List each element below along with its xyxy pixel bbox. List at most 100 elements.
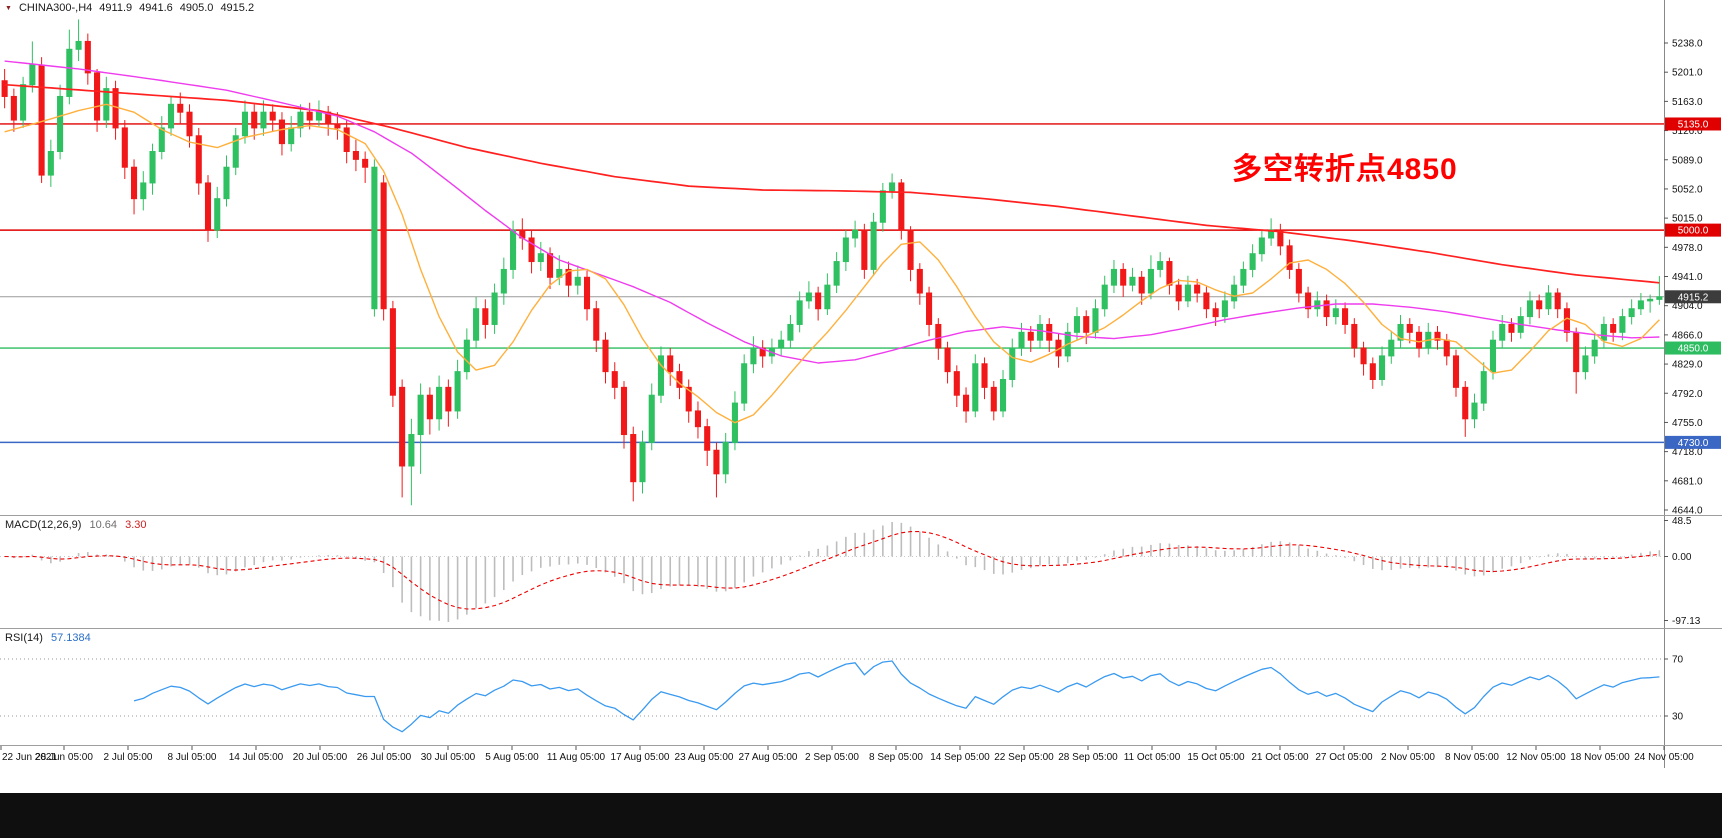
price-levels — [0, 123, 1664, 444]
candle-body — [158, 127, 165, 152]
macd-signal-value: 3.30 — [125, 519, 147, 531]
candle-body — [528, 237, 535, 263]
price-badge-label: 4915.2 — [1678, 292, 1709, 303]
macd-axis-label: 48.5 — [1672, 516, 1692, 527]
candle-body — [1212, 308, 1219, 318]
candle-body — [1305, 292, 1312, 310]
candle-body — [1415, 331, 1423, 349]
time-axis-label: 18 Nov 05:00 — [1570, 752, 1630, 763]
candle-body — [565, 268, 572, 286]
time-axis-label: 30 Jul 05:00 — [421, 752, 476, 763]
candle-body — [1221, 300, 1228, 318]
time-axis-label: 8 Nov 05:00 — [1445, 752, 1499, 763]
time-axis-label: 27 Aug 05:00 — [739, 752, 798, 763]
ma-mid-magenta — [4, 60, 1660, 364]
candle-body — [574, 276, 581, 286]
candle-body — [278, 119, 285, 145]
time-axis-label: 28 Sep 05:00 — [1058, 752, 1118, 763]
candle-body — [944, 347, 951, 373]
candle-body — [815, 292, 822, 310]
chart-canvas[interactable]: 5238.0 5201.0 5163.0 5126.0 5089.0 5052.0 5015… — [0, 0, 1722, 793]
candle-body — [1027, 331, 1034, 341]
time-axis-label: 15 Oct 05:00 — [1187, 752, 1245, 763]
candle-body — [1092, 308, 1099, 333]
candle-body — [297, 111, 304, 129]
time-axis-label: 20 Jul 05:00 — [293, 752, 348, 763]
candle-body — [1573, 331, 1580, 373]
candle-body — [177, 103, 184, 113]
candle-body — [963, 394, 970, 412]
candle-body — [10, 95, 17, 121]
candle-body — [399, 386, 406, 467]
ohlc-open: 4911.9 — [99, 2, 133, 14]
price-badge-label: 5000.0 — [1678, 226, 1709, 237]
candle-body — [778, 339, 785, 349]
macd-axis-label: 0.00 — [1672, 552, 1692, 563]
candle-body — [1342, 308, 1349, 325]
macd-panel[interactable]: 48.5 0.00 -97.13 — [0, 516, 1701, 627]
ohlc-close: 4915.2 — [220, 2, 255, 14]
candle-body — [602, 339, 609, 373]
price-axis-label: 4755.0 — [1672, 418, 1703, 429]
candle-body — [510, 229, 517, 270]
time-axis-label: 14 Jul 05:00 — [229, 752, 284, 763]
macd-signal-line — [4, 531, 1660, 610]
candle-body — [380, 182, 387, 310]
candle-body — [1147, 268, 1154, 294]
candle-body — [1563, 308, 1570, 333]
candle-body — [685, 386, 692, 412]
candle-body — [898, 182, 905, 231]
candle-body — [140, 182, 147, 200]
candle-body — [1258, 237, 1265, 255]
candle-body — [879, 190, 886, 223]
candle-body — [1018, 331, 1025, 349]
candle-body — [389, 308, 396, 396]
price-axis-label: 4941.0 — [1672, 272, 1703, 283]
chart-background[interactable] — [0, 0, 1722, 793]
price-axis-label: 4718.0 — [1672, 447, 1703, 458]
candle-body — [1203, 292, 1210, 310]
symbol-timeframe: CHINA300-,H4 — [18, 2, 93, 14]
rsi-line — [133, 660, 1660, 733]
macd-axis-label: -97.13 — [1672, 616, 1701, 627]
candle-body — [926, 292, 933, 325]
candle-body — [38, 64, 45, 176]
price-axis[interactable]: 5238.0 5201.0 5163.0 5126.0 5089.0 5052.0 5015… — [1664, 0, 1703, 768]
candle-body — [75, 40, 82, 50]
candle-body — [195, 135, 202, 184]
candle-body — [149, 150, 156, 184]
candle-body — [223, 166, 230, 200]
candle-body — [436, 386, 443, 420]
candle-body — [1175, 284, 1182, 302]
candle-body — [1489, 339, 1497, 373]
candle-body — [1462, 386, 1469, 420]
price-axis-label: 5089.0 — [1672, 155, 1703, 166]
time-axis-label: 2 Sep 05:00 — [805, 752, 859, 763]
candle-body — [445, 386, 452, 412]
price-badge — [1665, 290, 1721, 304]
candle-body — [1388, 339, 1395, 357]
candle-body — [1314, 300, 1321, 310]
candle-body — [1480, 371, 1487, 404]
candle-body — [583, 276, 591, 310]
candle-body — [47, 150, 54, 176]
candle-body — [630, 434, 637, 483]
chart-menu-icon[interactable]: ▼ — [5, 4, 12, 12]
ohlc-high: 4941.6 — [139, 2, 173, 14]
candle-body — [1249, 253, 1256, 270]
candle-body — [657, 355, 665, 396]
price-badge — [1665, 341, 1721, 355]
candle-body — [1656, 296, 1663, 300]
candle-body — [537, 253, 544, 263]
time-axis-label: 8 Jul 05:00 — [168, 752, 217, 763]
rsi-panel[interactable]: 70 30 — [0, 655, 1684, 733]
candle-body — [620, 386, 628, 436]
candle-body — [1508, 323, 1515, 333]
candle-body — [1379, 355, 1386, 380]
candle-body — [1637, 300, 1644, 310]
price-badge-label: 4850.0 — [1678, 344, 1709, 355]
candle-body — [491, 292, 498, 325]
candle-body — [1536, 300, 1543, 310]
candle-body — [1101, 284, 1108, 310]
